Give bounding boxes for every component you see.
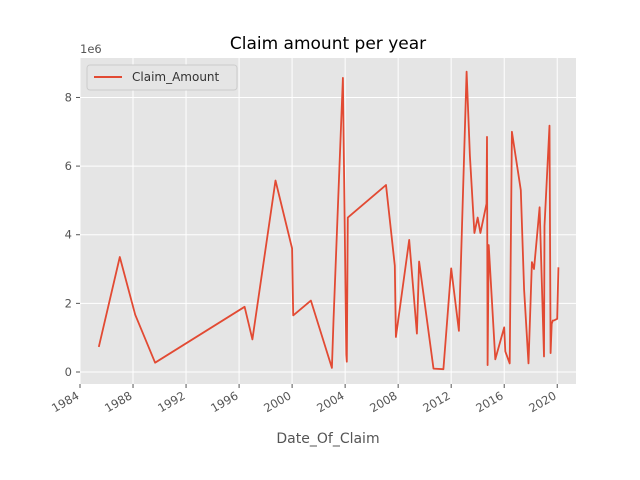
- y-tick-label: 4: [65, 228, 72, 242]
- x-tick-label: 2008: [367, 388, 399, 415]
- legend-label: Claim_Amount: [132, 70, 220, 84]
- y-tick-label: 0: [65, 365, 72, 379]
- x-tick-label: 2004: [314, 388, 346, 415]
- x-tick-label: 2020: [526, 388, 558, 415]
- y-axis-offset-label: 1e6: [80, 42, 102, 56]
- legend-box: [86, 64, 238, 91]
- series-lines: [97, 70, 560, 371]
- x-tick-label: 2012: [420, 388, 452, 415]
- y-tick-label: 6: [65, 159, 72, 173]
- y-tick-label: 8: [65, 90, 72, 104]
- x-tick-label: 1996: [208, 388, 240, 415]
- x-tick-label: 2016: [473, 388, 505, 415]
- y-tick-label: 2: [65, 296, 72, 310]
- x-axis-label: Date_Of_Claim: [276, 431, 379, 447]
- x-tick-label: 1992: [155, 388, 187, 415]
- series-line-claim-amount: [97, 70, 560, 371]
- legend: Claim_Amount: [86, 64, 238, 91]
- x-tick-label: 1988: [102, 388, 134, 415]
- x-tick-label: 2000: [261, 388, 293, 415]
- chart-title: Claim amount per year: [230, 34, 426, 54]
- x-tick-label: 1984: [49, 388, 81, 415]
